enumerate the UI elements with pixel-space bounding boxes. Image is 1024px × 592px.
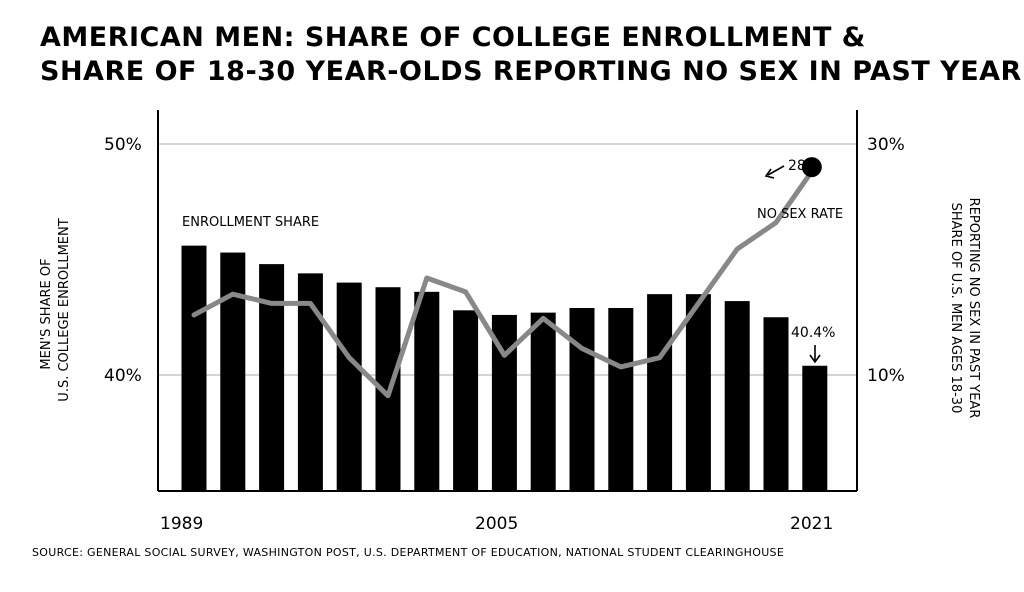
bar-9 xyxy=(530,312,556,491)
left-tick-40: 40% xyxy=(104,366,142,386)
bar-10 xyxy=(569,308,595,491)
chart-title-line-2: SHARE OF 18-30 YEAR-OLDS REPORTING NO SE… xyxy=(40,56,1022,87)
bar-15 xyxy=(763,317,789,491)
left-axis-title-line-1: MEN'S SHARE OF xyxy=(39,258,54,369)
enrollment-share-label: ENROLLMENT SHARE xyxy=(182,215,319,230)
bar-11 xyxy=(608,308,634,491)
bar-12 xyxy=(647,294,673,491)
bar-3 xyxy=(297,273,323,491)
left-tick-50: 50% xyxy=(104,135,142,155)
last-bar-arrowhead xyxy=(809,354,821,364)
no-sex-rate-line xyxy=(191,164,818,399)
x-tick-1989: 1989 xyxy=(160,514,203,534)
last-bar-label: 40.4% xyxy=(791,325,835,341)
bar-7 xyxy=(453,310,479,491)
x-tick-2005: 2005 xyxy=(475,514,518,534)
no-sex-rate-label: NO SEX RATE xyxy=(757,207,843,222)
bar-1 xyxy=(220,252,246,491)
source-note: SOURCE: GENERAL SOCIAL SURVEY, WASHINGTO… xyxy=(32,546,785,559)
end-point-arrow xyxy=(767,165,785,176)
right-axis-title-line-2: REPORTING NO SEX IN PAST YEAR xyxy=(966,198,981,419)
bar-13 xyxy=(685,294,711,491)
x-tick-2021: 2021 xyxy=(790,514,833,534)
end-point-arrowhead xyxy=(764,168,775,179)
end-point-label: 28% xyxy=(788,158,819,174)
bar-2 xyxy=(259,264,285,491)
bar-14 xyxy=(724,301,750,491)
no-sex-rate-end-point xyxy=(801,157,822,178)
chart-title-line-1: AMERICAN MEN: SHARE OF COLLEGE ENROLLMEN… xyxy=(40,22,866,53)
bar-0 xyxy=(181,245,207,491)
left-axis-title-line-2: U.S. COLLEGE ENROLLMENT xyxy=(57,218,72,401)
right-tick-30: 30% xyxy=(867,135,905,155)
right-tick-10: 10% xyxy=(867,366,905,386)
bar-6 xyxy=(414,291,440,491)
bar-4 xyxy=(336,282,362,491)
right-axis-title-line-1: SHARE OF U.S. MEN AGES 18-30 xyxy=(948,203,963,414)
bar-16 xyxy=(802,365,828,491)
